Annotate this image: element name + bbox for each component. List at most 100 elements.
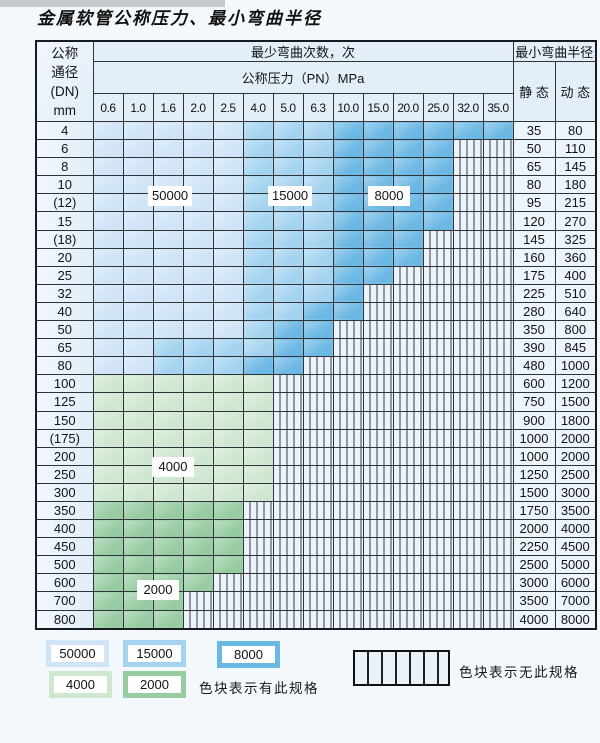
dynamic-value-cell: 360 [554,247,597,267]
no-spec-cell [242,537,274,557]
table-row: 600 3000 6000 [35,573,597,593]
no-spec-cell [482,591,514,611]
static-value-cell: 145 [512,229,556,249]
no-spec-cell [422,283,454,303]
dynamic-value-cell: 270 [554,211,597,231]
legend-swatch-2000: 2000 [123,671,186,698]
no-spec-cell [452,374,484,394]
spec-cell [302,139,334,159]
spec-cell [452,120,484,141]
no-spec-cell [182,609,214,630]
spec-cell [332,283,364,303]
dn-cell: 125 [35,392,94,412]
spec-cell [182,573,214,593]
spec-cell [422,157,454,177]
spec-cell [122,464,154,484]
no-spec-cell [392,609,424,630]
no-spec-cell [392,428,424,448]
no-spec-cell [482,573,514,593]
no-spec-cell [452,537,484,557]
spec-cell [182,356,214,376]
no-spec-cell [362,591,394,611]
spec-cell [152,301,184,322]
spec-cell [212,320,244,340]
no-spec-cell [302,591,334,611]
spec-cell [362,120,394,141]
no-spec-cell [392,464,424,484]
dynamic-value-cell: 80 [554,120,597,141]
no-spec-cell [362,446,394,466]
spec-cell [392,157,424,177]
spec-cell [182,120,214,141]
no-spec-cell [452,591,484,611]
no-spec-cell [362,519,394,539]
spec-cell [122,301,154,322]
spec-table-container: 公称 通径 (DN) mm 最少弯曲次数，次 最小弯曲半径 公称压力（PN）MP… [35,40,598,630]
dynamic-value-cell: 4500 [554,537,597,557]
spec-cell [392,229,424,249]
dn-cell: 50 [35,320,94,340]
spec-cell [182,229,214,249]
no-spec-cell [362,338,394,358]
legend-swatch-8000: 8000 [217,641,280,668]
no-spec-cell [272,446,304,466]
no-spec-cell [242,500,274,521]
spec-cell [332,301,364,322]
spec-cell [272,229,304,249]
spec-cell [212,247,244,267]
no-spec-cell [452,446,484,466]
no-spec-cell [422,301,454,322]
spec-cell [152,120,184,141]
spec-cell [332,211,364,231]
no-spec-cell [392,537,424,557]
no-spec-cell [272,555,304,575]
dn-cell: (18) [35,229,94,249]
no-spec-cell [482,193,514,213]
dn-header-line: 通径 [51,64,79,80]
no-spec-cell [482,211,514,231]
spec-cell [92,519,124,539]
no-spec-cell [332,410,364,430]
spec-cell [332,175,364,195]
no-spec-cell [302,519,334,539]
spec-cell [242,301,274,322]
dn-cell: 600 [35,573,94,593]
pressure-value: 35.0 [482,93,514,122]
no-spec-cell [422,519,454,539]
spec-cell [152,537,184,557]
dn-cell: 250 [35,464,94,484]
no-spec-cell [242,555,274,575]
static-value-cell: 600 [512,374,556,394]
no-spec-cell [482,555,514,575]
spec-cell [122,537,154,557]
no-spec-cell [452,265,484,285]
no-spec-cell [362,320,394,340]
no-spec-cell [482,500,514,521]
static-value-cell: 225 [512,283,556,303]
spec-cell [182,374,214,394]
spec-cell [212,338,244,358]
spec-cell [302,157,334,177]
no-spec-cell [452,464,484,484]
no-spec-cell [452,356,484,376]
no-spec-cell [422,392,454,412]
no-spec-cell [362,573,394,593]
no-spec-cell [452,229,484,249]
no-spec-cell [332,428,364,448]
spec-cell [272,265,304,285]
spec-cell [152,283,184,303]
static-value-cell: 120 [512,211,556,231]
spec-cell [212,301,244,322]
spec-cell [182,428,214,448]
static-value-cell: 80 [512,175,556,195]
spec-cell [182,157,214,177]
static-value-cell: 3000 [512,573,556,593]
dynamic-value-cell: 145 [554,157,597,177]
zone-label-50000: 50000 [148,186,193,206]
spec-cell [182,555,214,575]
no-spec-cell [362,283,394,303]
no-spec-cell [452,211,484,231]
page-title: 金属软管公称压力、最小弯曲半径 [37,9,322,29]
static-value-cell: 1750 [512,500,556,521]
spec-cell [212,211,244,231]
